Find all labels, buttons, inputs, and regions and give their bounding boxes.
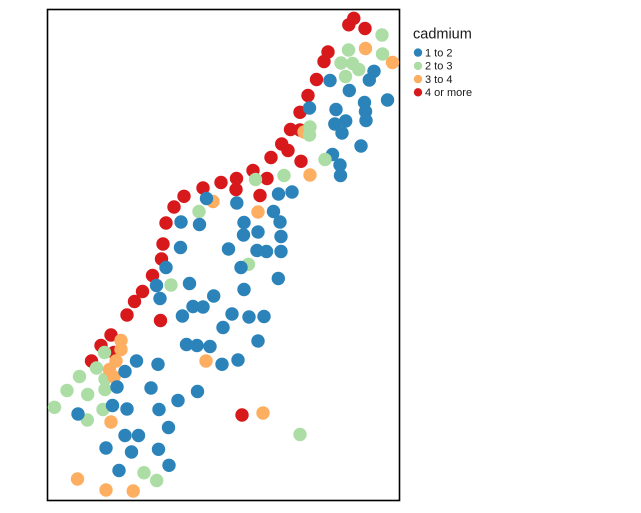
- svg-text:1 to 2: 1 to 2: [425, 48, 453, 60]
- svg-text:4 or more: 4 or more: [425, 87, 472, 99]
- svg-text:2 to 3: 2 to 3: [425, 61, 453, 73]
- svg-text:cadmium: cadmium: [413, 27, 472, 43]
- svg-text:3 to 4: 3 to 4: [425, 74, 453, 86]
